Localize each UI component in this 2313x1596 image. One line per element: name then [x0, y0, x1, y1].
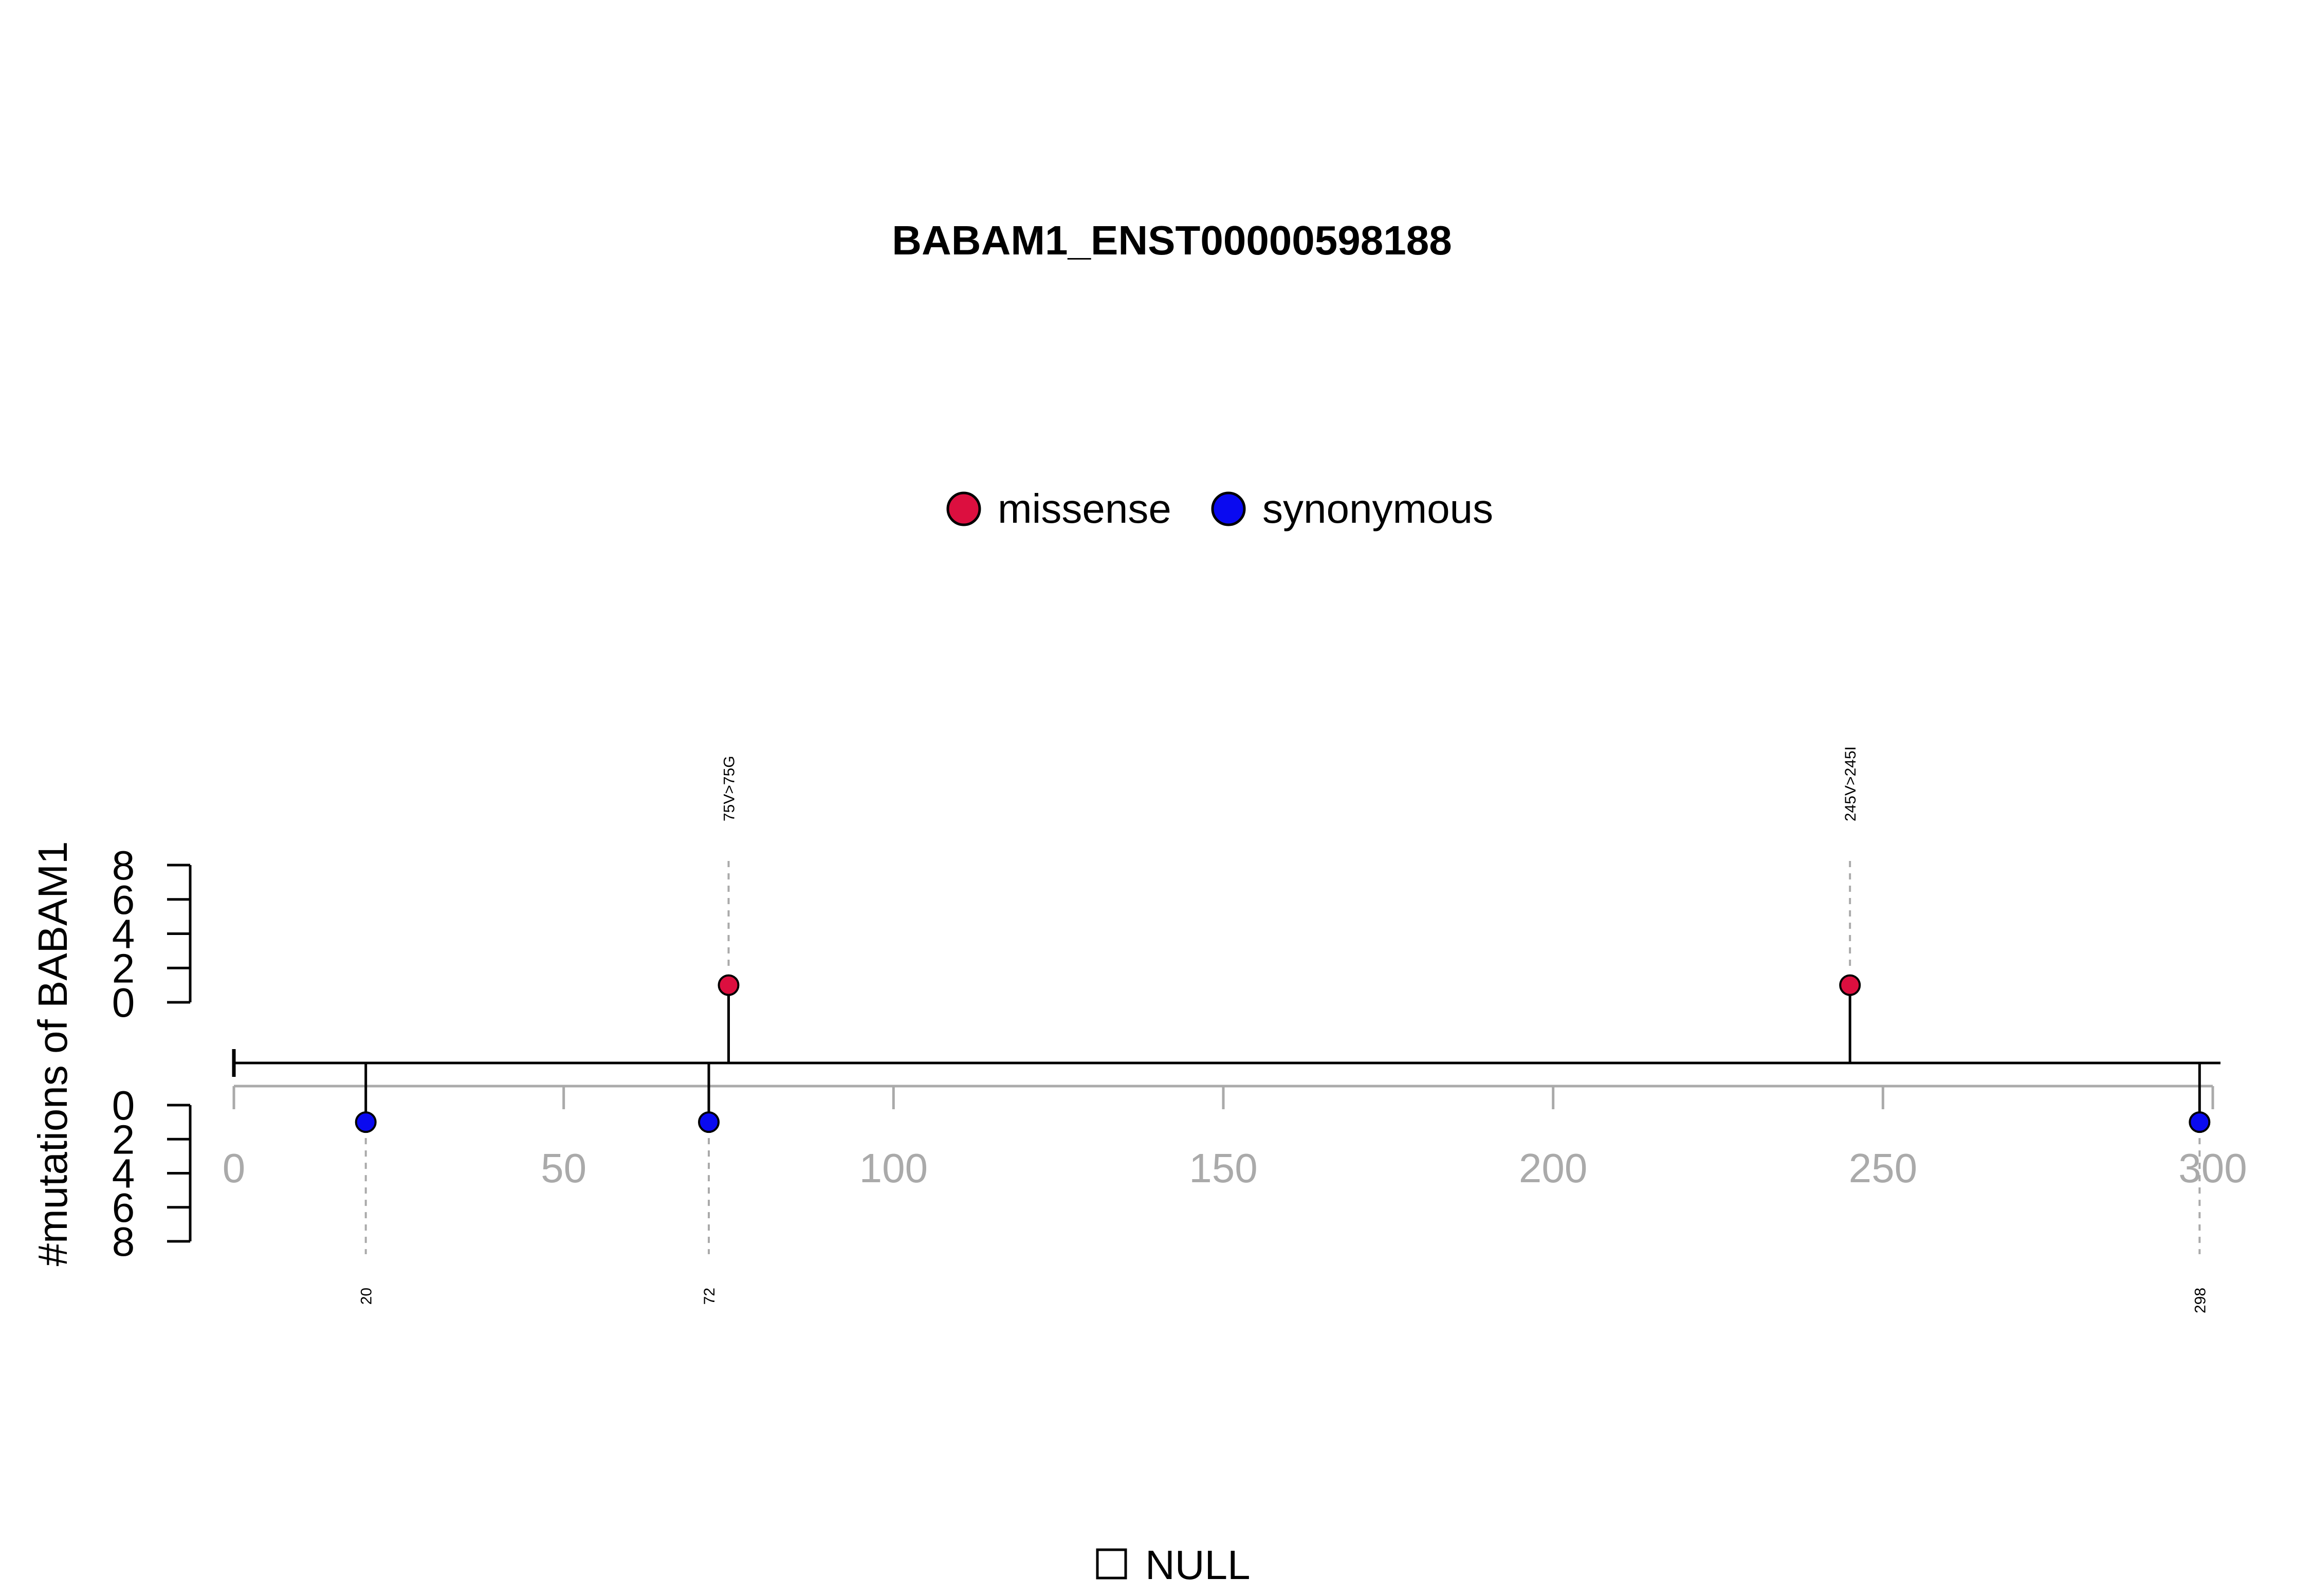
mutation-label: 20: [358, 1288, 375, 1305]
x-axis-tick-label: 300: [2178, 1145, 2247, 1191]
mutation-label: 72: [701, 1288, 718, 1305]
upper-y-tick-label: 4: [112, 911, 135, 957]
lollipop-head-synonymous: [698, 1111, 720, 1133]
legend-label-synonymous: synonymous: [1262, 486, 1493, 531]
lower-y-tick-label: 8: [112, 1219, 135, 1264]
legend-marker-missense: [946, 491, 981, 526]
mutation-label: 245V>245I: [1842, 746, 1859, 821]
lower-y-tick-label: 0: [112, 1083, 135, 1128]
lollipop-head-synonymous: [2189, 1111, 2211, 1133]
mutation-label: 75V>75G: [721, 756, 738, 821]
lower-y-tick-label: 6: [112, 1185, 135, 1231]
x-axis-tick-label: 150: [1189, 1145, 1257, 1191]
x-axis-tick-label: 50: [541, 1145, 586, 1191]
upper-y-tick-label: 8: [112, 842, 135, 888]
domain-legend-box: [1096, 1548, 1127, 1580]
lower-y-tick-label: 4: [112, 1151, 135, 1197]
x-axis-tick-label: 100: [859, 1145, 928, 1191]
upper-y-tick-label: 2: [112, 945, 135, 991]
upper-y-tick-label: 6: [112, 877, 135, 923]
chart-title: BABAM1_ENST00000598188: [892, 217, 1452, 263]
lower-y-tick-label: 2: [112, 1116, 135, 1162]
legend-marker-synonymous: [1211, 491, 1246, 526]
domain-legend-label: NULL: [1145, 1542, 1251, 1588]
y-axis-label: #mutations of BABAM1: [30, 841, 76, 1266]
mutation-label: 298: [2192, 1288, 2209, 1313]
lollipop-head-missense: [1839, 974, 1861, 996]
lollipop-head-missense: [718, 974, 740, 996]
legend-label-missense: missense: [998, 486, 1171, 531]
upper-y-tick-label: 0: [112, 980, 135, 1025]
x-axis-tick-label: 0: [223, 1145, 246, 1191]
lollipop-head-synonymous: [355, 1111, 377, 1133]
x-axis-tick-label: 250: [1849, 1145, 1917, 1191]
x-axis-tick-label: 200: [1519, 1145, 1587, 1191]
